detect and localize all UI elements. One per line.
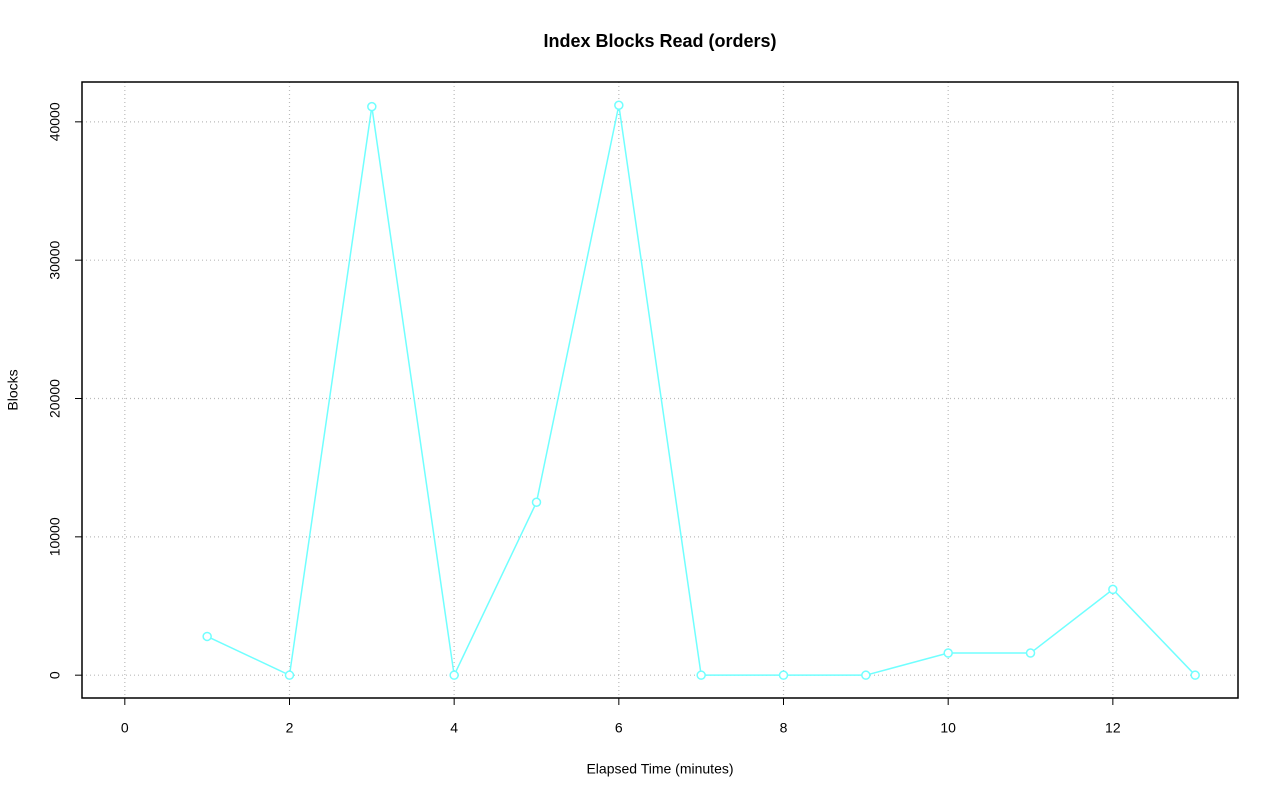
point: [449, 670, 459, 680]
y-tick-label: 40000: [47, 102, 63, 141]
y-tick-label: 20000: [47, 379, 63, 418]
y-tick-label: 0: [47, 671, 63, 679]
point: [284, 670, 295, 680]
x-tick-label: 2: [286, 720, 294, 736]
x-tick-label: 10: [940, 720, 956, 736]
chart-title: Index Blocks Read (orders): [543, 31, 776, 51]
x-axis-label: Elapsed Time (minutes): [586, 761, 733, 777]
point: [202, 631, 212, 642]
line: [206, 105, 1196, 678]
point: [696, 670, 706, 680]
point: [614, 100, 624, 110]
x-tick-label: 12: [1105, 720, 1121, 736]
x-tick-label: 6: [615, 720, 623, 736]
point: [367, 101, 377, 112]
y-tick-label: 30000: [47, 240, 63, 279]
point: [1190, 670, 1200, 680]
plot-frame: [81, 81, 1239, 699]
x-tick-label: 4: [450, 720, 458, 736]
point: [1025, 648, 1036, 658]
point: [531, 497, 542, 508]
point: [943, 648, 953, 658]
point: [1108, 584, 1118, 595]
y-axis-label: Blocks: [5, 369, 21, 410]
point: [778, 670, 789, 680]
x-tick-label: 8: [780, 720, 788, 736]
point: [861, 670, 871, 680]
x-tick-label: 0: [121, 720, 129, 736]
y-tick-label: 10000: [47, 517, 63, 556]
